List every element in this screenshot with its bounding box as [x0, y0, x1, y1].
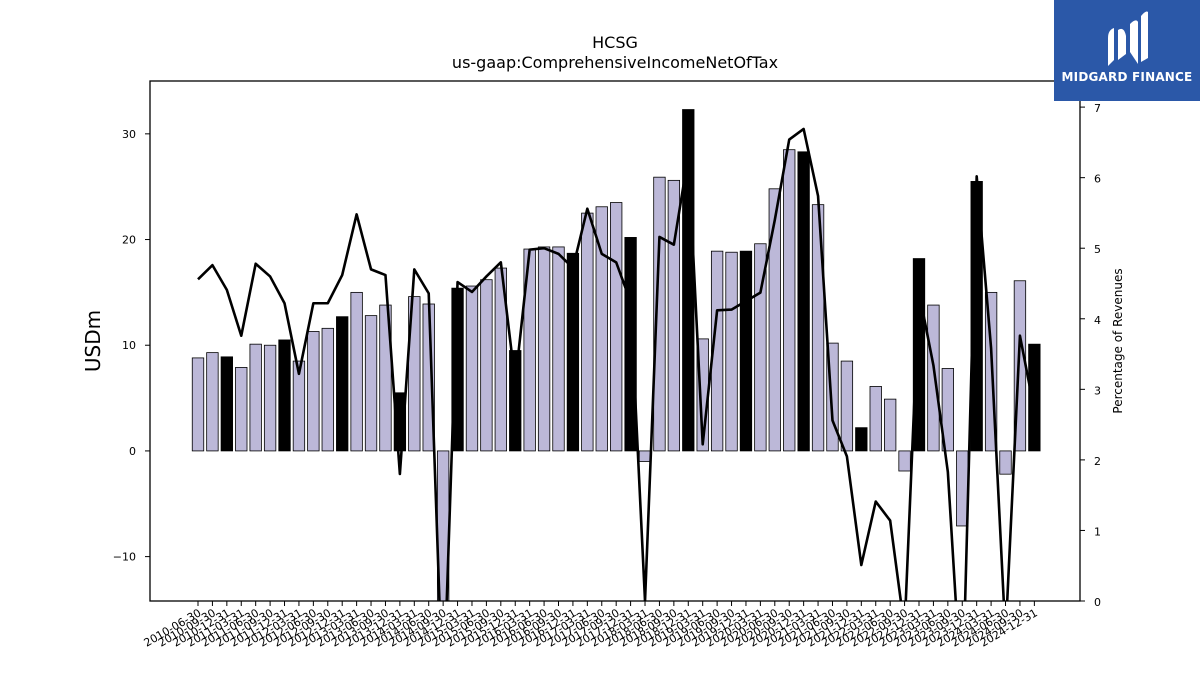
bar-2012-06-30 — [307, 331, 320, 452]
bar-2022-06-30 — [884, 398, 897, 452]
bar-2021-12-31 — [855, 427, 868, 452]
y-tick-label-right: 6 — [1094, 173, 1101, 186]
y-axis-label-right: Percentage of Revenues — [1111, 268, 1125, 413]
bar-2020-09-30 — [783, 149, 796, 452]
logo-mark-icon — [1108, 11, 1148, 66]
bar-2020-12-31 — [797, 151, 810, 452]
bar-2010-12-31 — [220, 356, 233, 452]
bar-2023-03-31 — [927, 304, 940, 452]
chart-subtitle: us-gaap:ComprehensiveIncomeNetOfTax — [452, 53, 778, 72]
bar-2013-09-30 — [379, 304, 392, 452]
line-layer — [197, 127, 1036, 601]
bar-2015-03-31 — [465, 285, 479, 452]
bar-2022-12-31 — [912, 258, 926, 452]
bar-2017-03-31 — [581, 212, 594, 452]
y-tick-label-left: −10 — [113, 551, 136, 564]
y-tick-label-right: 2 — [1094, 455, 1101, 468]
y-tick-label-right: 3 — [1094, 384, 1101, 397]
bar-2013-06-30 — [364, 315, 378, 452]
x-axis: 2010-06-302010-09-302010-12-312011-03-31… — [142, 601, 1040, 650]
bar-2017-12-31 — [624, 237, 637, 452]
bar-2016-06-30 — [537, 246, 551, 452]
y-tick-label-right: 7 — [1094, 102, 1101, 115]
bars — [191, 109, 1041, 601]
bar-2014-03-31 — [408, 296, 421, 452]
y-tick-label-right: 5 — [1094, 243, 1101, 256]
bar-2018-03-31 — [638, 450, 652, 462]
y-tick-label-right: 0 — [1094, 596, 1101, 609]
bar-2011-03-31 — [235, 367, 248, 452]
bar-2018-06-30 — [653, 176, 666, 452]
chart-title: HCSG — [592, 33, 638, 52]
bar-2012-09-30 — [321, 327, 334, 452]
y-tick-label-left: 0 — [129, 445, 136, 458]
bar-2015-06-30 — [480, 279, 493, 452]
bar-2011-12-31 — [278, 339, 291, 452]
bar-2021-09-30 — [840, 360, 854, 452]
y-tick-label-right: 4 — [1094, 314, 1101, 327]
bar-2010-09-30 — [206, 352, 219, 452]
bar-2021-06-30 — [826, 342, 839, 452]
logo: MIDGARD FINANCE — [1054, 0, 1200, 101]
bar-2017-06-30 — [595, 206, 608, 452]
bar-2024-06-30 — [999, 450, 1012, 475]
bar-2019-09-30 — [725, 251, 738, 452]
y-tick-label-left: 20 — [122, 234, 136, 247]
revenue-percentage-line — [197, 127, 1036, 601]
bar-2017-09-30 — [610, 202, 623, 452]
bar-2016-09-30 — [552, 246, 565, 452]
bar-2011-09-30 — [263, 344, 277, 452]
bar-2019-12-31 — [739, 250, 753, 452]
bar-2022-03-31 — [869, 386, 882, 452]
bar-2013-12-31 — [393, 392, 407, 452]
y-axis-right: 0 1 2 3 4 5 6 7 — [1080, 102, 1101, 609]
bar-2024-12-31 — [1028, 343, 1041, 452]
bar-2022-09-30 — [898, 450, 911, 472]
bar-2012-03-31 — [292, 360, 306, 452]
y-tick-label-left: 30 — [122, 128, 136, 141]
bar-2016-12-31 — [566, 252, 580, 452]
bar-2019-06-30 — [710, 250, 724, 452]
bar-2010-06-30 — [191, 357, 205, 452]
y-tick-label-right: 1 — [1094, 525, 1101, 538]
y-axis-label-left: USDm — [81, 310, 105, 372]
bar-2012-12-31 — [336, 316, 349, 452]
bar-2015-12-31 — [509, 350, 522, 452]
bar-2020-03-31 — [754, 243, 767, 452]
bar-2011-06-30 — [249, 343, 262, 452]
y-axis-left: −10 0 10 20 30 — [113, 128, 150, 564]
plot-frame — [149, 80, 1081, 602]
logo-text: MIDGARD FINANCE — [1061, 70, 1193, 84]
bar-2013-03-31 — [350, 291, 363, 452]
bar-2020-06-30 — [768, 188, 781, 452]
y-tick-label-left: 10 — [122, 339, 136, 352]
bar-2023-06-30 — [941, 368, 954, 452]
bar-2018-09-30 — [667, 179, 681, 452]
